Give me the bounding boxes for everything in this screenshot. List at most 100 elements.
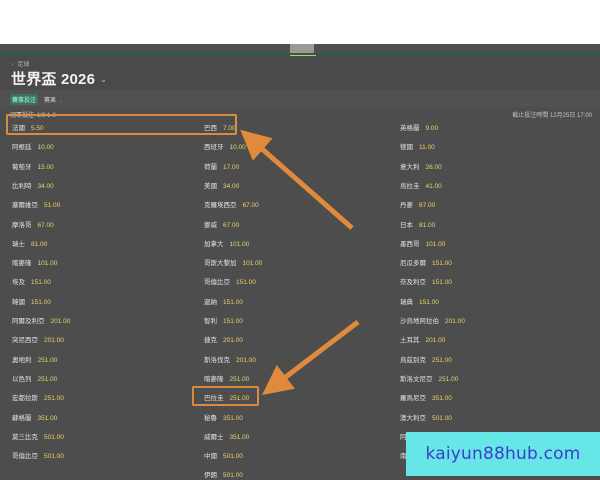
odds-row[interactable]: 中國 501.00 xyxy=(196,449,386,464)
odds-row[interactable]: 烏茲別克 251.00 xyxy=(392,353,582,368)
team-name: 葡萄牙 xyxy=(12,163,32,171)
odds-price: 251.00 xyxy=(37,356,58,364)
odds-row[interactable]: 蘇格蘭 351.00 xyxy=(4,411,194,426)
odds-row[interactable]: 挪威 67.00 xyxy=(196,218,386,233)
team-name: 澳大利亞 xyxy=(400,414,426,422)
team-name: 羅馬尼亞 xyxy=(400,395,426,403)
team-name: 奈及利亞 xyxy=(400,279,426,287)
odds-row[interactable]: 日本 81.00 xyxy=(392,218,582,233)
odds-row[interactable]: 斯洛伐克 201.00 xyxy=(196,353,386,368)
odds-row[interactable]: 加拿大 101.00 xyxy=(196,237,386,252)
team-name: 莫三比克 xyxy=(12,433,38,441)
odds-row[interactable]: 哥倫比亞 501.00 xyxy=(4,449,194,464)
odds-price: 251.00 xyxy=(432,356,452,364)
odds-row[interactable]: 澳大利亞 501.00 xyxy=(392,411,582,426)
team-name: 克羅埃西亞 xyxy=(204,202,237,210)
watermark-text: kaiyun88hub.com xyxy=(425,444,581,464)
team-name: 巴西 xyxy=(204,125,217,132)
odds-row[interactable]: 突尼西亞 201.00 xyxy=(4,333,194,348)
closing-label: 截止投注時間 xyxy=(512,113,549,119)
odds-price: 9.00 xyxy=(425,125,439,132)
odds-row[interactable]: 英格蘭 9.00 xyxy=(392,121,582,136)
page-title: 世界盃 2026 ⌄ xyxy=(11,68,107,89)
odds-row[interactable]: 阿爾及利亞 201.00 xyxy=(4,314,194,329)
odds-row[interactable]: 韓國 151.00 xyxy=(4,295,194,310)
odds-row[interactable]: 奧地利 251.00 xyxy=(4,353,194,368)
odds-row[interactable]: 喀麥隆 101.00 xyxy=(4,256,194,271)
odds-row[interactable]: 摩洛哥 67.00 xyxy=(4,218,194,233)
odds-row[interactable]: 迦納 151.00 xyxy=(196,295,386,310)
odds-row[interactable]: 意大利 26.00 xyxy=(392,160,582,175)
odds-row[interactable]: 美國 34.00 xyxy=(196,179,386,194)
team-name: 比利時 xyxy=(12,182,32,190)
odds-row[interactable]: 伊朗 501.00 xyxy=(196,468,386,480)
odds-row[interactable]: 土耳其 201.00 xyxy=(392,333,582,348)
team-name: 摩洛哥 xyxy=(12,221,32,229)
chevron-down-icon[interactable]: ⌄ xyxy=(100,75,108,84)
market-selector[interactable]: 冠軍投注 1/2 1-2 xyxy=(10,110,56,119)
odds-row[interactable]: 丹麥 67.00 xyxy=(392,198,582,213)
odds-row[interactable]: 克羅埃西亞 67.00 xyxy=(196,198,386,213)
odds-row[interactable]: 捷克 201.00 xyxy=(196,333,386,348)
tab-betting[interactable]: 賽事投注 xyxy=(10,94,39,105)
odds-row[interactable]: 宏都拉斯 251.00 xyxy=(4,391,194,406)
odds-row[interactable]: 荷蘭 17.00 xyxy=(196,160,386,175)
page-header: ‹ 足球 世界盃 2026 ⌄ xyxy=(0,56,600,90)
odds-row[interactable]: 哥倫比亞 151.00 xyxy=(196,275,386,290)
odds-row[interactable]: 塞爾維亞 51.00 xyxy=(4,198,194,213)
odds-row[interactable]: 羅馬尼亞 351.00 xyxy=(392,391,582,406)
odds-row[interactable]: 威爾士 351.00 xyxy=(196,430,386,445)
odds-price: 351.00 xyxy=(229,433,250,441)
odds-board: 法國 5.50 阿根廷 10.00 葡萄牙 15.00 比利時 34.00 塞爾維亞 51.00 摩… xyxy=(0,121,600,480)
team-name: 威爾士 xyxy=(204,433,224,441)
odds-price: 501.00 xyxy=(44,433,64,441)
odds-row[interactable]: 巴西 7.00 xyxy=(196,121,386,136)
odds-price: 67.00 xyxy=(242,202,259,210)
odds-price: 501.00 xyxy=(223,472,243,480)
team-name: 突尼西亞 xyxy=(12,337,38,345)
odds-row[interactable]: 德國 11.00 xyxy=(392,140,582,155)
odds-row[interactable]: 葡萄牙 15.00 xyxy=(4,160,194,175)
odds-row[interactable]: 西班牙 10.00 xyxy=(196,140,386,155)
odds-row[interactable]: 烏拉圭 41.00 xyxy=(392,179,582,194)
odds-price: 15.00 xyxy=(37,163,54,171)
odds-row[interactable]: 莫三比克 501.00 xyxy=(4,430,194,445)
team-name: 哥倫比亞 xyxy=(12,453,38,461)
tab-nub xyxy=(290,44,314,53)
odds-price: 151.00 xyxy=(432,260,452,268)
market-value: 1/2 1-2 xyxy=(37,113,56,119)
team-name: 英格蘭 xyxy=(400,125,420,132)
odds-row[interactable]: 喀麥隆 251.00 xyxy=(196,372,386,387)
odds-price: 101.00 xyxy=(425,240,446,248)
odds-price: 351.00 xyxy=(223,414,243,422)
odds-row[interactable]: 阿根廷 10.00 xyxy=(4,140,194,155)
market-label: 冠軍投注 xyxy=(10,113,35,119)
odds-row[interactable]: 瑞士 81.00 xyxy=(4,237,194,252)
odds-row[interactable]: 瑞典 151.00 xyxy=(392,295,582,310)
odds-price: 81.00 xyxy=(419,221,436,229)
odds-row[interactable]: 巴拉圭 251.00 xyxy=(196,391,386,406)
breadcrumb[interactable]: ‹ 足球 xyxy=(12,59,30,68)
odds-price: 201.00 xyxy=(50,318,71,325)
odds-price: 101.00 xyxy=(242,260,263,268)
team-name: 智利 xyxy=(204,318,217,325)
odds-row[interactable]: 以色列 251.00 xyxy=(4,372,194,387)
odds-price: 10.00 xyxy=(229,144,246,152)
odds-price: 251.00 xyxy=(37,375,58,383)
odds-row[interactable]: 沙烏地阿拉伯 201.00 xyxy=(392,314,582,329)
odds-price: 51.00 xyxy=(44,202,61,210)
odds-row[interactable]: 奈及利亞 151.00 xyxy=(392,275,582,290)
team-name: 斯洛伐克 xyxy=(204,356,230,364)
odds-row[interactable]: 法國 5.50 xyxy=(4,121,194,136)
odds-row[interactable]: 智利 151.00 xyxy=(196,314,386,329)
odds-column-0: 法國 5.50 阿根廷 10.00 葡萄牙 15.00 比利時 34.00 塞爾維亞 51.00 摩… xyxy=(4,121,200,480)
odds-price: 251.00 xyxy=(438,375,459,383)
odds-row[interactable]: 斯洛文尼亞 251.00 xyxy=(392,372,582,387)
odds-row[interactable]: 秘魯 351.00 xyxy=(196,411,386,426)
odds-row[interactable]: 厄瓜多爾 151.00 xyxy=(392,256,582,271)
tab-results[interactable]: 賽果 ⌄ xyxy=(44,95,63,104)
odds-row[interactable]: 比利時 34.00 xyxy=(4,179,194,194)
odds-row[interactable]: 哥斯大黎加 101.00 xyxy=(196,256,386,271)
odds-row[interactable]: 埃及 151.00 xyxy=(4,275,194,290)
odds-row[interactable]: 墨西哥 101.00 xyxy=(392,237,582,252)
